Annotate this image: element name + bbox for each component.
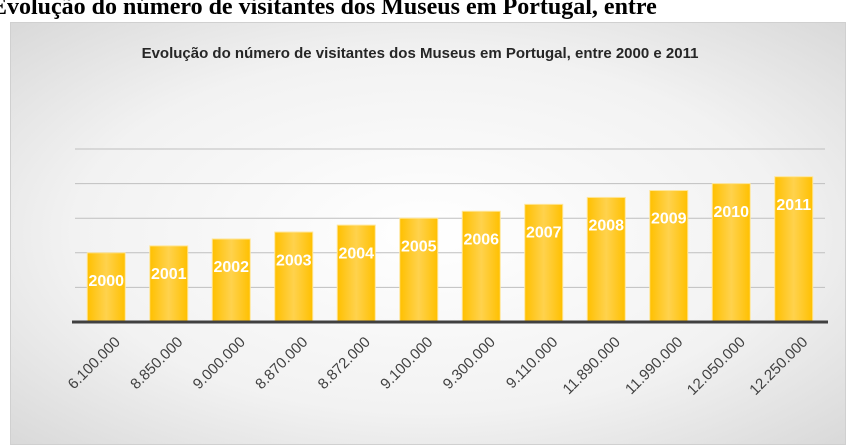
bar bbox=[711, 183, 751, 323]
data-label: 2004 bbox=[338, 245, 374, 262]
data-label: 2005 bbox=[401, 238, 437, 255]
bar bbox=[149, 245, 189, 323]
x-tick-label: 8.850.000 bbox=[127, 334, 186, 393]
bar bbox=[86, 252, 126, 323]
x-tick-label: 9.110.000 bbox=[503, 334, 561, 392]
x-tick-label: 11.890.000 bbox=[560, 334, 624, 398]
bar bbox=[586, 196, 626, 323]
x-tick-label: 6.100.000 bbox=[65, 334, 124, 393]
bar bbox=[211, 238, 251, 323]
chart-title: Evolução do número de visitantes dos Mus… bbox=[141, 45, 699, 62]
page-title: Evolução do número de visitantes dos Mus… bbox=[0, 0, 657, 20]
x-tick-label: 9.100.000 bbox=[377, 334, 436, 393]
x-tick-label: 9.000.000 bbox=[190, 334, 249, 393]
data-label: 2009 bbox=[651, 211, 687, 228]
data-label: 2002 bbox=[213, 259, 249, 276]
data-label: 2008 bbox=[588, 218, 624, 235]
data-label: 2010 bbox=[713, 204, 749, 221]
data-label: 2007 bbox=[526, 225, 562, 242]
data-label: 2006 bbox=[463, 231, 499, 248]
x-tick-label: 12.250.000 bbox=[746, 334, 811, 399]
x-tick-label: 12.050.000 bbox=[684, 334, 749, 399]
bar bbox=[649, 190, 689, 323]
data-label: 2003 bbox=[276, 252, 312, 269]
data-label: 2011 bbox=[776, 197, 811, 214]
bar bbox=[399, 217, 439, 323]
bar bbox=[524, 203, 564, 323]
bar bbox=[461, 210, 501, 323]
x-tick-label: 9.300.000 bbox=[440, 334, 499, 393]
bar bbox=[774, 176, 814, 323]
bar bbox=[336, 224, 376, 323]
data-label: 2001 bbox=[151, 266, 187, 283]
bar bbox=[274, 231, 314, 323]
x-tick-label: 8.870.000 bbox=[252, 334, 311, 393]
x-tick-label: 11.990.000 bbox=[622, 334, 686, 398]
x-tick-label: 8.872.000 bbox=[315, 334, 374, 393]
data-label: 2000 bbox=[88, 273, 124, 290]
